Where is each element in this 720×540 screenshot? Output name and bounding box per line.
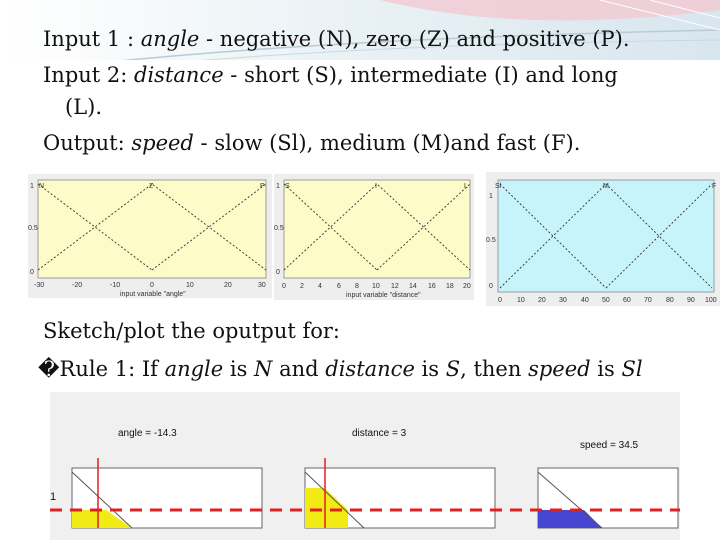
angle-plot-area (37, 179, 267, 279)
distance-xtick: 14 (409, 283, 417, 290)
distance-xtick: 6 (337, 283, 341, 290)
distance-xtick: 12 (391, 283, 399, 290)
rule-text: N (254, 357, 273, 381)
angle-xtick: -10 (110, 282, 120, 289)
input2-label: Input 2: (43, 63, 135, 87)
angle-n-curve (71, 471, 133, 529)
angle-xtick: 10 (186, 282, 194, 289)
distance-xtick: 20 (463, 283, 471, 290)
angle-label-z: Z (149, 183, 154, 190)
distance-xtick: 18 (446, 283, 454, 290)
speed-ytick-1: 1 (489, 193, 493, 200)
input2-variable: distance (134, 63, 224, 87)
sketch-heading: Sketch/plot the oputput for: (43, 319, 340, 343)
distance-xtick: 8 (355, 283, 359, 290)
speed-membership-plot: Sl M F 1 0.5 0 0 10 20 30 40 50 60 70 80… (486, 172, 720, 306)
speed-plot-area (497, 179, 715, 293)
speed-f-curve (605, 183, 713, 289)
angle-xtick: 30 (258, 282, 266, 289)
angle-membership-plot: N Z P 1 0.5 0 -30 -20 -10 0 10 20 30 inp… (28, 174, 272, 298)
distance-s-curve (304, 471, 365, 529)
output-description: - slow (Sl), medium (M)and fast (F). (193, 131, 581, 155)
output-line: Output: speed - slow (Sl), medium (M)and… (43, 130, 580, 156)
distance-xtick: 4 (318, 283, 322, 290)
input1-variable: angle (140, 27, 200, 51)
distance-xtick: 2 (300, 283, 304, 290)
speed-label-f: F (712, 183, 716, 190)
distance-s-curve (283, 183, 378, 271)
angle-value-label: angle = -14.3 (118, 428, 177, 439)
distance-ytick-1: 1 (276, 183, 280, 190)
speed-xtick: 10 (517, 297, 525, 304)
input2-line: Input 2: distance - short (S), intermedi… (43, 62, 618, 88)
speed-xtick: 100 (705, 297, 717, 304)
distance-label-l: L (464, 183, 468, 190)
input1-description: - negative (N), zero (Z) and positive (P… (199, 27, 630, 51)
input1-label: Input 1 : (43, 27, 141, 51)
distance-label-s: S (285, 183, 290, 190)
speed-sl-curve (499, 183, 607, 289)
speed-xtick: 80 (666, 297, 674, 304)
distance-value-label: distance = 3 (352, 428, 407, 439)
speed-ytick-05: 0.5 (486, 237, 496, 244)
speed-sl-curve (537, 471, 603, 529)
angle-ytick-0: 0 (30, 269, 34, 276)
speed-xtick: 60 (623, 297, 631, 304)
rule-text: and (272, 357, 326, 381)
rule-text: Sl (621, 357, 643, 381)
output-label: Output: (43, 131, 132, 155)
distance-ytick-05: 0.5 (274, 225, 284, 232)
distance-xtick: 16 (428, 283, 436, 290)
speed-label-sl: Sl (495, 183, 502, 190)
distance-xtick: 0 (282, 283, 286, 290)
angle-label-n: N (39, 183, 44, 190)
rule-bullet-icon: � (38, 357, 60, 381)
rule-text: is (223, 357, 255, 381)
speed-label-m: M (603, 183, 609, 190)
speed-value-label: speed = 34.5 (580, 440, 639, 451)
rule-text: distance (325, 357, 415, 381)
distance-ytick-0: 0 (276, 269, 280, 276)
speed-xtick: 30 (559, 297, 567, 304)
angle-fired-area (72, 510, 132, 528)
rule-viewer-snapshot: angle = -14.3 distance = 3 speed = 34.5 … (50, 392, 680, 540)
distance-xtick: 10 (372, 283, 380, 290)
input2-line-continued: (L). (65, 95, 103, 119)
rule-text: is (590, 357, 622, 381)
speed-m-curve (499, 183, 713, 289)
rule-text: angle (164, 357, 224, 381)
angle-xlabel: input variable "angle" (120, 291, 186, 298)
rule-text: , then (460, 357, 529, 381)
decorative-banner (0, 0, 720, 60)
speed-ytick-0: 0 (489, 283, 493, 290)
speed-xtick: 20 (538, 297, 546, 304)
distance-l-curve (376, 183, 471, 271)
input1-line: Input 1 : angle - negative (N), zero (Z)… (43, 26, 630, 52)
speed-xtick: 70 (644, 297, 652, 304)
distance-fired-area (305, 488, 348, 528)
angle-xtick: -20 (72, 282, 82, 289)
membership-one-label: 1 (50, 491, 56, 503)
angle-xtick: 0 (150, 282, 154, 289)
distance-xlabel: input variable "distance" (346, 292, 421, 299)
speed-xtick: 90 (687, 297, 695, 304)
speed-xtick: 50 (602, 297, 610, 304)
input2-description: - short (S), intermediate (I) and long (223, 63, 618, 87)
distance-plot-area (283, 179, 471, 279)
speed-xtick: 0 (498, 297, 502, 304)
rule1-line: �Rule 1: If angle is N and distance is S… (38, 356, 643, 382)
distance-membership-plot: S I L 1 0.5 0 0 2 4 6 8 10 12 14 16 18 2… (274, 174, 474, 300)
rule-text: speed (528, 357, 591, 381)
distance-label-i: I (375, 183, 377, 190)
speed-xtick: 40 (581, 297, 589, 304)
angle-ytick-05: 0.5 (28, 225, 38, 232)
rule-text: Rule 1: If (59, 357, 165, 381)
rule-text: is (414, 357, 446, 381)
angle-xtick: -30 (34, 282, 44, 289)
angle-xtick: 20 (224, 282, 232, 289)
rule-text: S (445, 357, 461, 381)
angle-ytick-1: 1 (30, 183, 34, 190)
output-variable: speed (131, 131, 194, 155)
angle-label-p: P (260, 183, 265, 190)
